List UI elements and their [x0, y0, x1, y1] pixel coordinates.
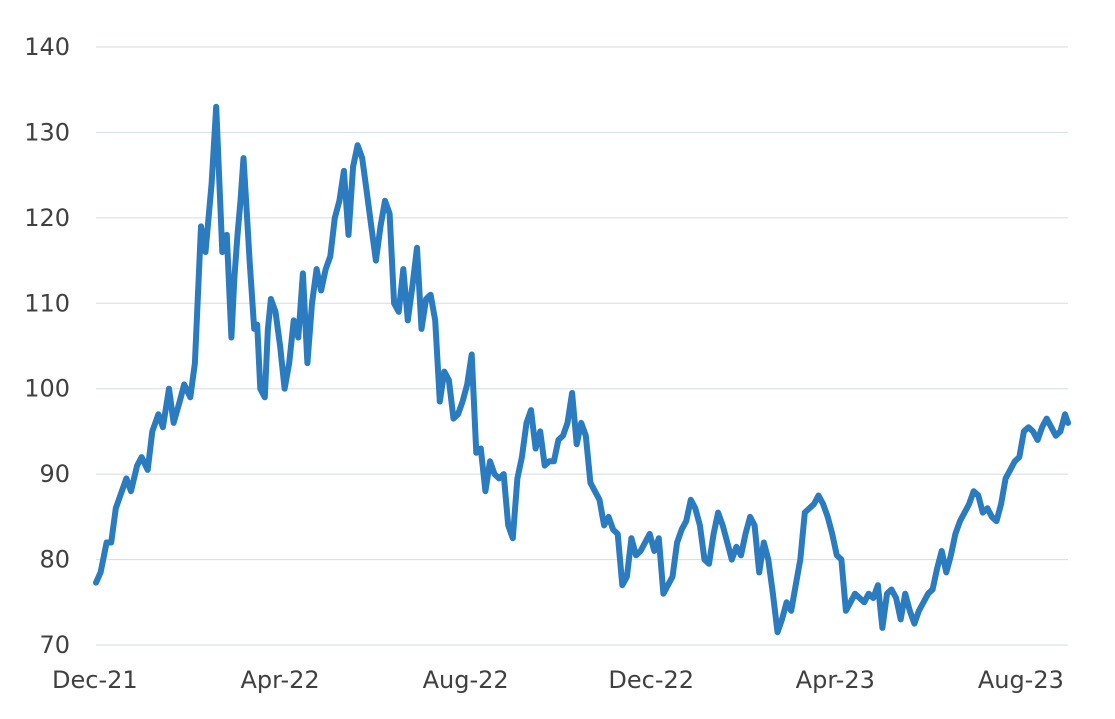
y-tick-label: 110: [24, 289, 70, 317]
y-tick-label: 70: [39, 631, 70, 659]
gridlines: [96, 46, 1068, 646]
y-tick-label: 90: [39, 460, 70, 488]
x-axis-ticks: Dec-21 Apr-22 Aug-22 Dec-22 Apr-23 Aug-23: [52, 666, 1064, 694]
y-tick-label: 100: [24, 375, 70, 403]
series-line: [93, 103, 1071, 636]
series-lines: [93, 103, 1071, 636]
y-tick-label: 130: [24, 118, 70, 146]
y-tick-label: 140: [24, 33, 70, 61]
x-tick-label: Dec-22: [608, 666, 694, 694]
x-tick-label: Dec-21: [52, 666, 138, 694]
x-tick-label: Aug-22: [423, 666, 509, 694]
y-tick-label: 80: [39, 546, 70, 574]
x-tick-label: Aug-23: [978, 666, 1064, 694]
y-tick-label: 120: [24, 204, 70, 232]
x-tick-label: Apr-23: [796, 666, 875, 694]
x-tick-label: Apr-22: [240, 666, 319, 694]
y-axis-ticks: 70 80 90 100 110 120 130 140: [24, 33, 70, 659]
